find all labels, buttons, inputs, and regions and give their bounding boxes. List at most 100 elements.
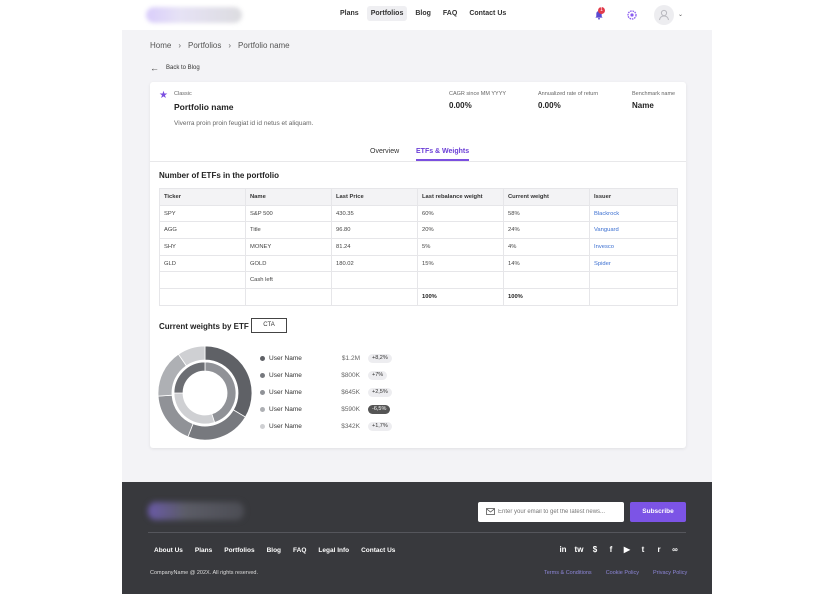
- legal-link-privacy[interactable]: Privacy Policy: [653, 570, 688, 576]
- weights-title: Current weights by ETF: [159, 322, 249, 331]
- footer-link-plans[interactable]: Plans: [194, 547, 213, 554]
- cell-ticker: SPY: [159, 204, 246, 223]
- cell-name: S&P 500: [245, 204, 332, 223]
- nav-portfolios[interactable]: Portfolios: [366, 6, 408, 21]
- footer-divider: [148, 532, 686, 533]
- stat-value: Name: [632, 101, 654, 110]
- legend-name: User Name: [269, 355, 302, 362]
- nav-blog[interactable]: Blog: [415, 10, 431, 17]
- cell-price: 81.24: [331, 238, 418, 256]
- table-row: SHY MONEY 81.24 5% 4% Invesco: [159, 238, 678, 256]
- footer-logo[interactable]: [148, 502, 244, 520]
- stat-value: 0.00%: [449, 101, 472, 110]
- cta-button[interactable]: CTA: [251, 318, 287, 333]
- cell-name: MONEY: [245, 238, 332, 256]
- table-total-row: 100% 100%: [159, 288, 678, 306]
- legend-name: User Name: [269, 372, 302, 379]
- cell-ticker: AGG: [159, 221, 246, 240]
- chevron-down-icon[interactable]: ⌄: [678, 12, 684, 18]
- footer-link-about-us[interactable]: About Us: [154, 547, 183, 554]
- tab-etfs-weights[interactable]: ETFs & Weights: [416, 148, 470, 161]
- cell-issuer-link[interactable]: Spider: [589, 254, 678, 273]
- outer-slice-4: [177, 346, 206, 367]
- weights-donut-chart: [158, 346, 252, 440]
- nav-faq[interactable]: FAQ: [442, 10, 458, 17]
- legal-link-cookie[interactable]: Cookie Policy: [605, 570, 640, 576]
- cell-issuer-link[interactable]: Blackrock: [589, 204, 678, 223]
- legend-name: User Name: [269, 423, 302, 430]
- user-avatar[interactable]: [654, 5, 674, 25]
- table-row: Cash left: [159, 271, 678, 290]
- footer-link-legal-info[interactable]: Legal Info: [318, 547, 350, 554]
- linkedin-icon[interactable]: in: [559, 545, 567, 554]
- breadcrumb-home[interactable]: Home: [150, 41, 172, 50]
- cell-current: 4%: [503, 238, 590, 256]
- link-icon[interactable]: ∞: [672, 545, 678, 554]
- footer-links: About Us Plans Portfolios Blog FAQ Legal…: [154, 547, 395, 554]
- top-header: Plans Portfolios Blog FAQ Contact Us 1 ⌄: [122, 0, 712, 30]
- portfolio-class: Classic: [174, 91, 192, 97]
- social-links: in tw $ f ▶ t r ∞: [558, 545, 680, 555]
- cell-issuer-link[interactable]: Invesco: [589, 238, 678, 256]
- breadcrumb-portfolios[interactable]: Portfolios: [188, 41, 222, 50]
- brand-logo[interactable]: [146, 7, 242, 23]
- cell-issuer-link[interactable]: Vanguard: [589, 221, 678, 240]
- tab-overview[interactable]: Overview: [370, 148, 400, 155]
- nav-contact-us[interactable]: Contact Us: [469, 10, 507, 17]
- twitter-icon[interactable]: t: [641, 545, 645, 554]
- col-current-weight: Current weight: [503, 188, 590, 206]
- reddit-icon[interactable]: r: [657, 545, 661, 554]
- stat-value: 0.00%: [538, 101, 561, 110]
- legend-name: User Name: [269, 389, 302, 396]
- legend-dot: [260, 424, 265, 429]
- cell-rebalance: [417, 271, 504, 290]
- twitch-icon[interactable]: tw: [574, 545, 584, 554]
- etf-table-title: Number of ETFs in the portfolio: [159, 171, 279, 180]
- star-icon: ★: [159, 90, 168, 101]
- footer-link-blog[interactable]: Blog: [266, 547, 282, 554]
- footer-link-faq[interactable]: FAQ: [293, 547, 307, 554]
- back-label: Back to Blog: [166, 65, 200, 71]
- footer-link-contact-us[interactable]: Contact Us: [361, 547, 396, 554]
- nav-plans[interactable]: Plans: [340, 10, 359, 17]
- table-header-row: Ticker Name Last Price Last rebalance we…: [159, 188, 678, 206]
- dollar-icon[interactable]: $: [592, 545, 598, 554]
- legend-change-badge: +2,5%: [368, 388, 392, 397]
- legend-name: User Name: [269, 406, 302, 413]
- subscribe-button[interactable]: Subscribe: [630, 502, 686, 522]
- legend-value: $590K: [341, 406, 360, 413]
- legend-dot: [260, 373, 265, 378]
- col-rebalance-weight: Last rebalance weight: [417, 188, 504, 206]
- legend-change-badge: +7%: [368, 371, 388, 380]
- settings-icon[interactable]: [627, 10, 637, 20]
- legend-value: $800K: [341, 372, 360, 379]
- youtube-icon[interactable]: ▶: [623, 545, 631, 554]
- legend-change-badge: +8,2%: [368, 354, 392, 363]
- portfolio-card: ★ Classic Portfolio name Viverra proin p…: [150, 82, 686, 448]
- cell-rebalance-total: 100%: [417, 288, 504, 306]
- legend-value: $342K: [341, 423, 360, 430]
- cell-name: Title: [245, 221, 332, 240]
- site-footer: Subscribe About Us Plans Portfolios Blog…: [122, 482, 712, 594]
- stat-benchmark: Benchmark name Name: [632, 91, 675, 110]
- back-link[interactable]: ← Back to Blog: [150, 63, 200, 73]
- cell-current: 24%: [503, 221, 590, 240]
- footer-link-portfolios[interactable]: Portfolios: [224, 547, 255, 554]
- legend-item: User Name $800K +7%: [260, 371, 420, 381]
- cell-current: 14%: [503, 254, 590, 273]
- cell-rebalance: 20%: [417, 221, 504, 240]
- etf-table: Ticker Name Last Price Last rebalance we…: [159, 188, 678, 306]
- mail-icon: [486, 508, 495, 515]
- inner-slice-2: [173, 361, 206, 394]
- stat-label: Annualized rate of return: [538, 91, 599, 97]
- cell-price: 96.80: [331, 221, 418, 240]
- legal-link-terms[interactable]: Terms & Conditions: [544, 570, 592, 576]
- cell-price: [331, 288, 418, 306]
- cell-price: 430.35: [331, 204, 418, 223]
- cell-ticker: GLD: [159, 254, 246, 273]
- legend-value: $645K: [341, 389, 360, 396]
- stat-label: Benchmark name: [632, 91, 676, 97]
- facebook-icon[interactable]: f: [609, 545, 613, 554]
- cell-rebalance: 15%: [417, 254, 504, 273]
- newsletter-email-input[interactable]: [498, 505, 620, 519]
